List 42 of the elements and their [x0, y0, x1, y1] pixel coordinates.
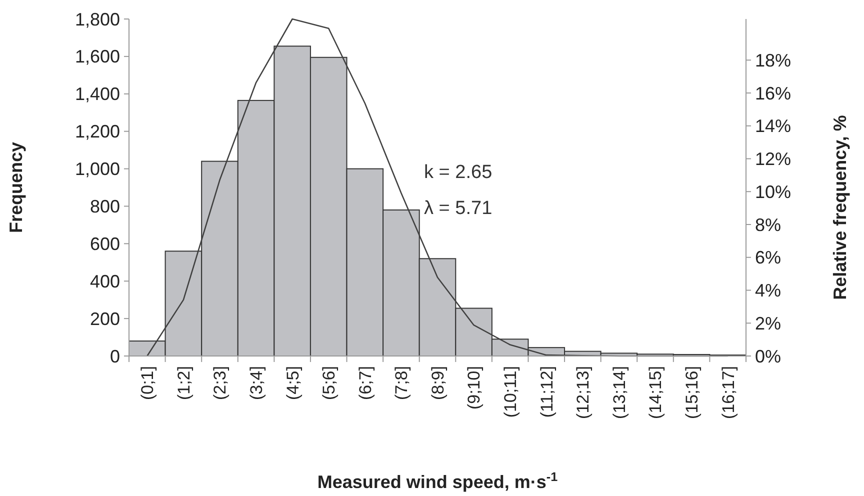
- y2-tick-label: 10%: [755, 182, 792, 202]
- y2-axis-title: Relative frequency, %: [830, 115, 850, 300]
- y-tick-label: 1,400: [74, 84, 120, 104]
- y2-tick-label: 16%: [755, 83, 792, 104]
- y2-tick-label: 14%: [755, 116, 792, 136]
- y2-tick-label: 4%: [755, 280, 782, 301]
- annotation: λ = 5.71: [424, 198, 492, 219]
- x-tick-label: (5;6]: [320, 366, 339, 400]
- x-tick-label: (8;9]: [428, 366, 448, 400]
- x-tick-label: (9;10]: [464, 366, 484, 410]
- y-axis-title: Frequency: [6, 142, 26, 234]
- x-tick-label: (12;13]: [574, 366, 593, 419]
- y-tick-label: 400: [90, 271, 120, 292]
- y2-tick-label: 0%: [755, 346, 782, 366]
- y2-tick-label: 8%: [755, 214, 782, 235]
- x-tick-label: (16;17]: [718, 366, 738, 419]
- x-tick-label: (10;11]: [501, 366, 520, 418]
- y-tick-label: 1,600: [74, 46, 120, 67]
- y-tick-label: 1,000: [74, 159, 120, 180]
- x-tick-label: (11;12]: [537, 366, 556, 418]
- y2-tick-label: 18%: [755, 50, 792, 70]
- annotation: k = 2.65: [424, 162, 492, 183]
- y2-tick-label: 12%: [755, 149, 792, 170]
- x-tick-label: (14;15]: [646, 366, 666, 419]
- x-tick-label: (2;3]: [210, 366, 230, 400]
- y-tick-label: 1,200: [74, 122, 120, 142]
- x-tick-label: (4;5]: [283, 366, 302, 400]
- y-tick-label: 200: [90, 308, 120, 329]
- y-tick-label: 800: [90, 196, 120, 217]
- x-tick-label: (6;7]: [356, 366, 375, 400]
- y2-tick-label: 6%: [755, 248, 782, 268]
- x-tick-label: (1;2]: [174, 366, 194, 400]
- x-tick-label: (0;1]: [138, 366, 158, 400]
- x-tick-label: (3;4]: [246, 366, 266, 400]
- x-tick-label: (7;8]: [392, 366, 412, 400]
- x-tick-label: (13;14]: [610, 366, 629, 419]
- x-axis-title: Measured wind speed, m·s$^{-1}$: [317, 470, 558, 492]
- x-tick-label: (15;16]: [682, 366, 702, 419]
- y2-tick-label: 2%: [755, 313, 782, 334]
- y-tick-label: 0: [110, 346, 120, 366]
- y-tick-label: 600: [90, 234, 120, 254]
- y-tick-label: 1,800: [74, 9, 120, 30]
